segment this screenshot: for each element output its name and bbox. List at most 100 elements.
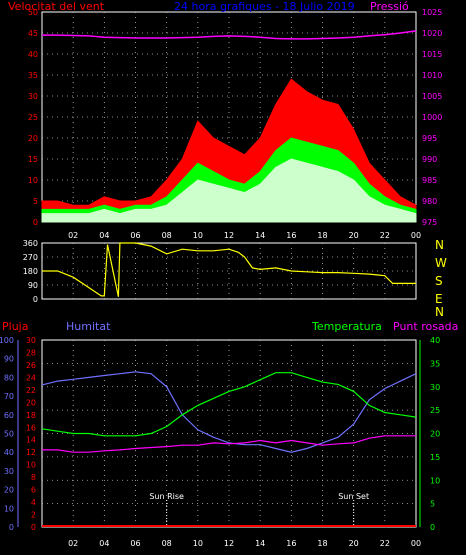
pressure-tick-975: 975 <box>422 218 437 227</box>
chart-title: 24 hora grafiques - 18 Julio 2019 <box>174 0 355 13</box>
pressure-tick-1020: 1020 <box>422 29 442 38</box>
pressure-tick-1000: 1000 <box>422 113 442 122</box>
direction-tick-360: 360 <box>23 239 38 248</box>
wind-x-tick-00: 00 <box>411 231 421 240</box>
direction-letter-n-bottom: N <box>435 305 444 319</box>
wind-x-tick-20: 20 <box>349 231 359 240</box>
rain-tick-100: 100 <box>0 336 14 345</box>
wind-x-tick-22: 22 <box>380 231 390 240</box>
wind-x-tick-02: 02 <box>68 231 78 240</box>
climate-x-tick-08: 08 <box>162 539 172 548</box>
climate-x-tick-18: 18 <box>317 539 327 548</box>
temp-left-tick-26: 26 <box>26 361 36 370</box>
humidity-line <box>41 371 417 453</box>
wind-direction-line <box>42 242 416 297</box>
humidity-label: Humitat <box>66 320 111 333</box>
temp-right-tick-20: 20 <box>430 430 440 439</box>
climate-x-tick-00: 00 <box>411 539 421 548</box>
pressure-tick-990: 990 <box>422 155 437 164</box>
direction-tick-0: 0 <box>33 295 38 304</box>
direction-tick-270: 270 <box>23 253 38 262</box>
wind-x-tick-18: 18 <box>317 231 327 240</box>
temp-left-tick-18: 18 <box>26 411 36 420</box>
wind-speed-tick-0: 0 <box>33 218 38 227</box>
temp-right-tick-5: 5 <box>430 500 435 509</box>
temp-left-tick-8: 8 <box>31 473 36 482</box>
wind-speed-tick-20: 20 <box>28 134 38 143</box>
pressure-tick-1025: 1025 <box>422 8 442 17</box>
temp-left-tick-16: 16 <box>26 423 36 432</box>
pressure-tick-985: 985 <box>422 176 437 185</box>
temp-left-tick-28: 28 <box>26 348 36 357</box>
pressure-tick-995: 995 <box>422 134 437 143</box>
wind-x-tick-06: 06 <box>130 231 140 240</box>
rain-label: Pluja <box>2 320 29 333</box>
temp-left-tick-24: 24 <box>26 373 36 382</box>
rain-tick-70: 70 <box>4 392 14 401</box>
temp-left-tick-4: 4 <box>31 498 36 507</box>
temp-right-tick-0: 0 <box>430 523 435 532</box>
pressure-tick-1010: 1010 <box>422 71 442 80</box>
sun-set-label: Sun Set <box>338 492 369 501</box>
temp-left-tick-20: 20 <box>26 398 36 407</box>
rain-tick-0: 0 <box>9 523 14 532</box>
temp-left-tick-30: 30 <box>26 336 36 345</box>
rain-tick-50: 50 <box>4 430 14 439</box>
climate-x-tick-16: 16 <box>286 539 296 548</box>
rain-tick-60: 60 <box>4 411 14 420</box>
temp-right-tick-35: 35 <box>430 359 440 368</box>
wind-speed-tick-50: 50 <box>28 8 38 17</box>
climate-x-tick-12: 12 <box>224 539 234 548</box>
wind-speed-label: Velocitat del vent <box>8 0 105 13</box>
direction-letter-w: W <box>435 256 447 270</box>
dew-point-label: Punt rosada <box>393 320 459 333</box>
temperature-label: Temperatura <box>312 320 382 333</box>
pressure-tick-1005: 1005 <box>422 92 442 101</box>
rain-tick-80: 80 <box>4 373 14 382</box>
climate-x-tick-02: 02 <box>68 539 78 548</box>
temp-left-tick-22: 22 <box>26 386 36 395</box>
direction-letter-e: E <box>435 292 443 306</box>
pressure-tick-1015: 1015 <box>422 50 442 59</box>
wind-speed-tick-10: 10 <box>28 176 38 185</box>
direction-letter-n-top: N <box>435 238 444 252</box>
climate-x-tick-20: 20 <box>349 539 359 548</box>
pressure-tick-980: 980 <box>422 197 437 206</box>
rain-tick-20: 20 <box>4 486 14 495</box>
wind-x-tick-10: 10 <box>193 231 203 240</box>
wind-speed-tick-45: 45 <box>28 29 38 38</box>
pressure-label: Pressió <box>370 0 409 13</box>
temp-left-tick-6: 6 <box>31 486 36 495</box>
wind-x-tick-12: 12 <box>224 231 234 240</box>
climate-x-tick-10: 10 <box>193 539 203 548</box>
temp-left-tick-2: 2 <box>31 511 36 520</box>
temp-left-tick-0: 0 <box>31 523 36 532</box>
climate-x-tick-22: 22 <box>380 539 390 548</box>
wind-x-tick-16: 16 <box>286 231 296 240</box>
rain-tick-30: 30 <box>4 467 14 476</box>
pressure-line <box>42 30 417 40</box>
direction-tick-90: 90 <box>28 281 38 290</box>
direction-tick-180: 180 <box>23 267 38 276</box>
climate-x-tick-04: 04 <box>99 539 109 548</box>
rain-tick-40: 40 <box>4 448 14 457</box>
wind-speed-tick-15: 15 <box>28 155 38 164</box>
wind-x-tick-08: 08 <box>162 231 172 240</box>
wind-speed-tick-40: 40 <box>28 50 38 59</box>
temp-left-tick-10: 10 <box>26 461 36 470</box>
temp-right-tick-25: 25 <box>430 406 440 415</box>
rain-tick-90: 90 <box>4 355 14 364</box>
rain-tick-10: 10 <box>4 504 14 513</box>
temperature-line <box>41 372 417 437</box>
temp-right-tick-15: 15 <box>430 453 440 462</box>
wind-speed-tick-25: 25 <box>28 113 38 122</box>
wind-speed-tick-5: 5 <box>33 197 38 206</box>
sun-rise-label: Sun Rise <box>149 492 184 501</box>
wind-speed-tick-35: 35 <box>28 71 38 80</box>
temp-right-tick-40: 40 <box>430 336 440 345</box>
direction-letter-s: S <box>435 274 443 288</box>
wind-speed-area <box>41 158 417 223</box>
climate-x-tick-06: 06 <box>130 539 140 548</box>
dew_point-line <box>42 435 416 453</box>
temp-left-tick-14: 14 <box>26 436 36 445</box>
